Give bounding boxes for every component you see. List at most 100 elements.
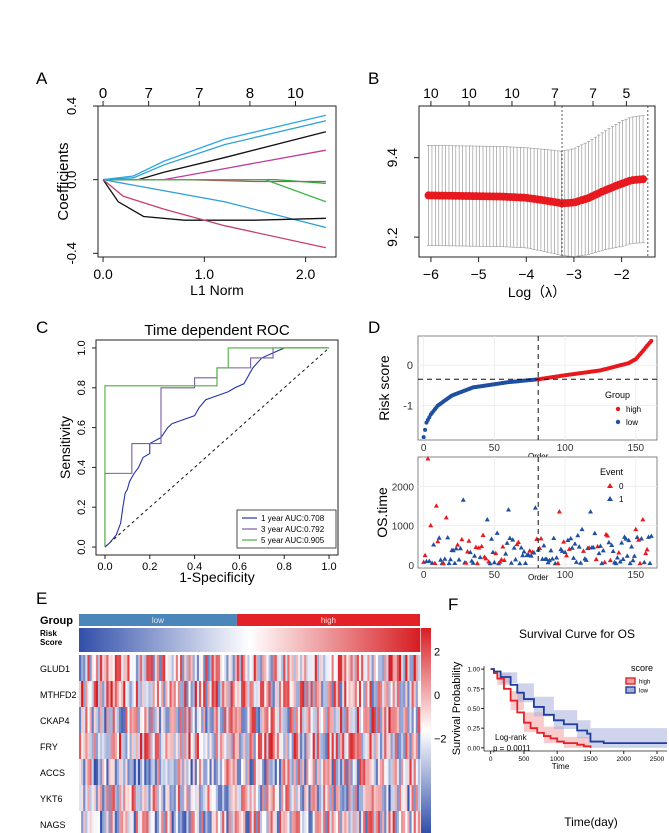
heatmap-cell: [196, 681, 200, 707]
os-point-event-1: [445, 534, 451, 540]
legend-label: 1: [619, 495, 624, 504]
heatmap-cell: [127, 811, 130, 833]
heatmap-cell: [333, 759, 337, 785]
heatmap-cell: [268, 811, 271, 833]
os-point-event-0: [464, 549, 470, 554]
heatmap-cell: [249, 681, 253, 707]
risk-score-cell: [300, 628, 303, 652]
heatmap-cell: [169, 733, 173, 759]
x-tick-label: 100: [557, 570, 574, 581]
heatmap-cell: [365, 785, 368, 811]
heatmap-cell: [363, 811, 366, 833]
heatmap-cell: [209, 733, 213, 759]
heatmap-cell: [413, 759, 417, 785]
heatmap-cell: [308, 785, 311, 811]
heatmap-cell: [325, 759, 328, 785]
risk-score-cell: [329, 628, 332, 652]
heatmap-cell: [297, 785, 301, 811]
os-point-event-1: [456, 557, 462, 562]
heatmap-cell: [323, 733, 326, 759]
heatmap-cell: [329, 759, 332, 785]
heatmap-cell: [415, 707, 419, 733]
heatmap-cell: [413, 655, 417, 681]
os-point-event-1: [541, 542, 547, 548]
os-point-event-1: [518, 545, 524, 550]
os-point-event-1: [472, 553, 478, 558]
heatmap-cell: [104, 681, 107, 707]
heatmap-cell: [104, 733, 107, 759]
os-point-event-1: [551, 535, 557, 540]
heatmap-cell: [106, 707, 109, 733]
heatmap-cell: [97, 707, 101, 733]
y-tick-label: 0.75: [467, 686, 480, 693]
y-tick-label: -0.4: [64, 242, 79, 264]
heatmap-cell: [102, 655, 105, 681]
heatmap-cell: [144, 759, 147, 785]
heatmap-cell: [291, 733, 295, 759]
x-tick-label: 0.4: [187, 561, 202, 573]
heatmap-cell: [186, 811, 189, 833]
heatmap-cell: [340, 733, 343, 759]
heatmap-cell: [203, 707, 206, 733]
heatmap-cell: [127, 759, 130, 785]
heatmap-cell: [392, 811, 396, 833]
heatmap-cell: [346, 759, 349, 785]
heatmap-cell: [148, 681, 151, 707]
heatmap-cell: [121, 811, 124, 833]
heatmap-cell: [152, 759, 156, 785]
heatmap-cell: [79, 733, 82, 759]
heatmap-cell: [266, 681, 269, 707]
risk-row-label-line1: Risk: [40, 629, 57, 638]
heatmap-cell: [158, 785, 162, 811]
x-tick-label: 0: [421, 570, 427, 581]
heatmap-cell: [114, 655, 118, 681]
os-point-event-1: [641, 559, 647, 565]
heatmap-cell: [329, 681, 332, 707]
heatmap-cell: [91, 811, 95, 833]
heatmap-cell: [137, 759, 141, 785]
heatmap-cell: [352, 811, 356, 833]
heatmap-cell: [251, 785, 255, 811]
risk-score-cell: [365, 628, 368, 652]
heatmap-cell: [112, 707, 116, 733]
os-point-event-1: [438, 557, 444, 562]
heatmap-cell: [215, 655, 219, 681]
panel-label-f: F: [448, 595, 458, 614]
risk-score-cell: [203, 628, 206, 652]
risk-score-cell: [93, 628, 97, 652]
heatmap-cell: [104, 811, 107, 833]
heatmap-cell: [329, 733, 332, 759]
heatmap-cell: [369, 655, 372, 681]
heatmap-cell: [257, 681, 261, 707]
heatmap-cell: [205, 811, 208, 833]
heatmap-cell: [361, 681, 364, 707]
heatmap-cell: [247, 707, 250, 733]
x-axis-label: L1 Norm: [190, 282, 244, 298]
heatmap-cell: [112, 759, 116, 785]
risk-score-cell: [289, 628, 292, 652]
os-point-event-0: [433, 503, 439, 508]
heatmap-cell: [144, 681, 147, 707]
heatmap-cell: [363, 785, 366, 811]
heatmap-cell: [369, 785, 372, 811]
risk-score-cell: [348, 628, 351, 652]
heatmap-cell: [358, 733, 362, 759]
heatmap-cell: [304, 655, 307, 681]
heatmap-cell: [337, 681, 341, 707]
heatmap-cell: [342, 655, 345, 681]
heatmap-cell: [108, 759, 111, 785]
heatmap-cell: [255, 707, 259, 733]
heatmap-cell: [316, 785, 320, 811]
roc-curve-2: [104, 347, 330, 548]
os-point-event-1: [647, 560, 653, 565]
heatmap-cell: [287, 759, 290, 785]
heatmap-cell: [217, 785, 221, 811]
heatmap-cell: [93, 655, 97, 681]
heatmap-cell: [142, 759, 145, 785]
risk-score-cell: [281, 628, 284, 652]
heatmap-cell: [165, 733, 168, 759]
heatmap-cell: [289, 785, 292, 811]
heatmap-cell: [100, 785, 103, 811]
os-point-event-1: [592, 530, 598, 536]
